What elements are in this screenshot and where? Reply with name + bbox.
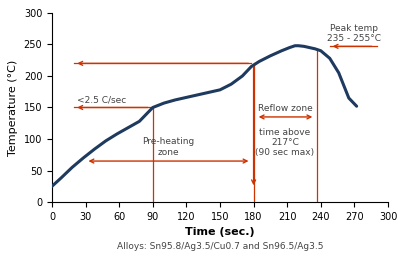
Text: Alloys: Sn95.8/Ag3.5/Cu0.7 and Sn96.5/Ag3.5: Alloys: Sn95.8/Ag3.5/Cu0.7 and Sn96.5/Ag… — [117, 242, 323, 251]
Text: Peak temp
235 - 255°C: Peak temp 235 - 255°C — [328, 24, 382, 43]
Text: <2.5 C/sec: <2.5 C/sec — [77, 95, 126, 104]
X-axis label: Time (sec.): Time (sec.) — [185, 227, 255, 237]
Text: Pre-heating
zone: Pre-heating zone — [142, 137, 195, 157]
Text: time above
217°C
(90 sec max): time above 217°C (90 sec max) — [255, 128, 314, 157]
Text: Reflow zone: Reflow zone — [258, 104, 312, 113]
Y-axis label: Temperature (°C): Temperature (°C) — [8, 59, 18, 156]
